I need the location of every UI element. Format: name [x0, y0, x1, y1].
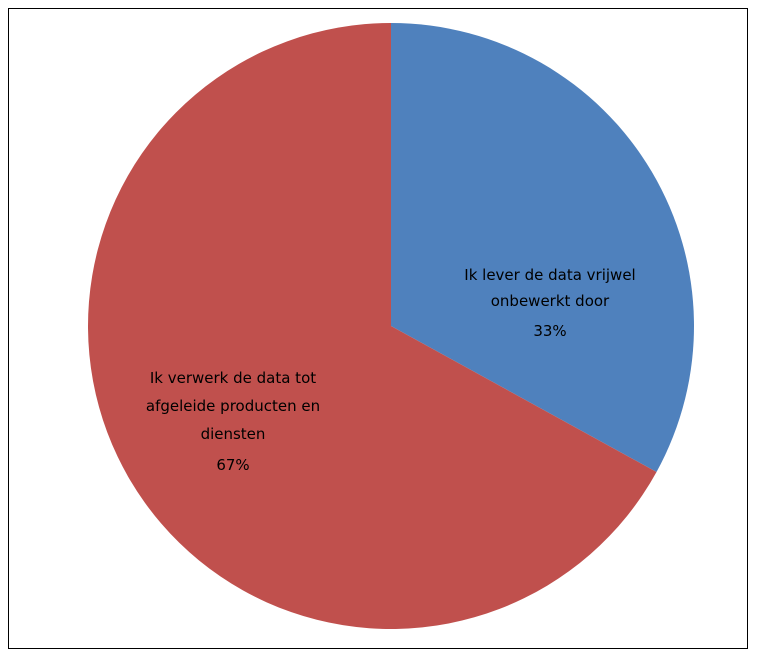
pie-slices — [88, 23, 695, 629]
slice-label-1-line-0: Ik verwerk de data tot — [150, 369, 316, 387]
slice-label-0-line-0: Ik lever de data vrijwel — [464, 266, 635, 284]
slice-percent-1: 67% — [216, 456, 249, 474]
pie-slice-0 — [391, 23, 695, 472]
slice-label-0-line-1: onbewerkt door — [491, 292, 610, 310]
slice-percent-0: 33% — [533, 322, 566, 340]
pie-slice-1 — [88, 23, 657, 629]
slice-label-1-line-2: diensten — [201, 425, 266, 443]
slice-label-1-line-1: afgeleide producten en — [146, 397, 320, 415]
